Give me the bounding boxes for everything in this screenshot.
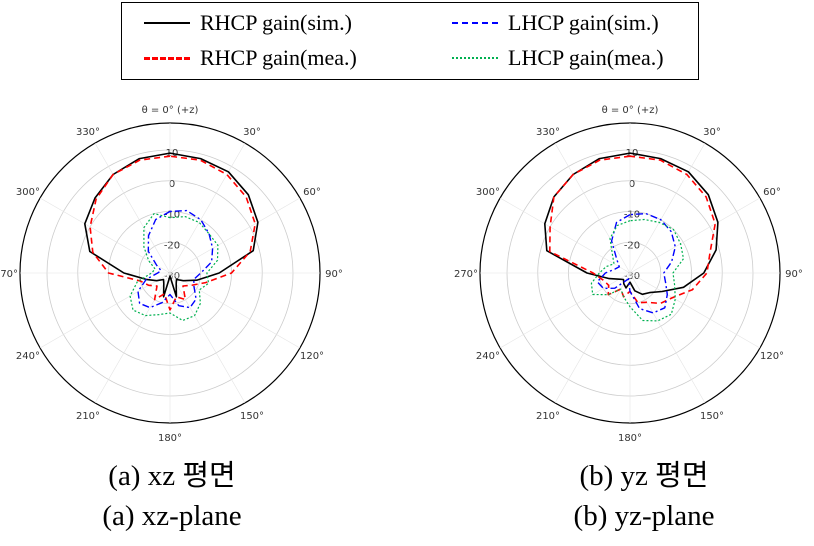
angular-gridline: [629, 197, 761, 274]
caption-a-english: (a) xz-plane: [102, 500, 242, 532]
legend-item-lhcp-mea: LHCP gain(mea.): [452, 45, 664, 71]
angle-tick-label: 180°: [158, 433, 182, 444]
caption-b-korean: (b) yz 평면: [579, 460, 709, 492]
radial-tick-label: 0: [629, 179, 635, 190]
angular-gridline: [169, 272, 301, 349]
angle-tick-label: 150°: [700, 411, 724, 422]
angle-tick-label: 120°: [300, 351, 324, 362]
series-rhcp-gain-sim--: [544, 152, 719, 296]
angle-tick-label: 270°: [454, 269, 478, 280]
series-lhcp-gain-mea--: [129, 213, 219, 322]
angular-gridline: [629, 272, 761, 349]
angular-gridline: [39, 197, 171, 274]
angle-tick-label: 150°: [240, 411, 264, 422]
legend-swatch: [452, 22, 498, 24]
legend-label: LHCP gain(sim.): [508, 10, 659, 35]
polar-chart-xz: 100-10-20-30θ = 0° (+z)330°300°270°240°2…: [0, 105, 343, 444]
legend: RHCP gain(sim.) LHCP gain(sim.) RHCP gai…: [121, 2, 699, 80]
angle-tick-label: 240°: [16, 351, 40, 362]
angle-tick-label: 210°: [536, 411, 560, 422]
angle-tick-label: 90°: [325, 269, 343, 280]
radial-tick-label: 0: [169, 179, 175, 190]
angular-gridline: [629, 142, 706, 274]
angle-tick-label: 60°: [303, 187, 321, 198]
angular-gridline: [94, 142, 171, 274]
radial-tick-label: -10: [164, 210, 180, 221]
angle-tick-label: 30°: [243, 127, 261, 138]
angle-tick-label: 60°: [763, 187, 781, 198]
legend-swatch: [144, 56, 190, 60]
polar-chart-yz: 100-10-20-30θ = 0° (+z)330°300°270°240°2…: [454, 105, 803, 444]
angular-gridline: [169, 272, 246, 404]
legend-item-rhcp-mea: RHCP gain(mea.): [144, 45, 357, 71]
angular-gridline: [39, 272, 171, 349]
radial-tick-label: -20: [164, 240, 180, 251]
series-rhcp-gain-sim--: [84, 152, 259, 298]
angle-tick-label: 210°: [76, 411, 100, 422]
angular-gridline: [499, 272, 631, 349]
angle-tick-label: 270°: [0, 269, 18, 280]
angle-tick-label: 180°: [618, 433, 642, 444]
angular-gridline: [94, 272, 171, 404]
angular-gridline: [554, 142, 631, 274]
legend-item-rhcp-sim: RHCP gain(sim.): [144, 10, 352, 36]
legend-swatch: [452, 57, 498, 59]
angle-tick-label: 240°: [476, 351, 500, 362]
series-lhcp-gain-mea--: [590, 218, 685, 322]
series-lhcp-gain-sim--: [137, 209, 214, 309]
angle-tick-label: 30°: [703, 127, 721, 138]
polar-plot-xz: 100-10-20-30θ = 0° (+z)330°300°270°240°2…: [0, 98, 343, 444]
angle-tick-label: θ = 0° (+z): [602, 105, 659, 116]
angular-gridline: [169, 197, 301, 274]
angle-tick-label: θ = 0° (+z): [142, 105, 199, 116]
series-lhcp-gain-sim--: [596, 212, 676, 314]
angle-tick-label: 330°: [536, 127, 560, 138]
angle-tick-label: 90°: [785, 269, 803, 280]
legend-label: LHCP gain(mea.): [508, 45, 664, 70]
polar-plot-yz: 100-10-20-30θ = 0° (+z)330°300°270°240°2…: [454, 98, 803, 444]
angle-tick-label: 120°: [760, 351, 784, 362]
legend-swatch: [144, 22, 190, 24]
angle-tick-label: 300°: [476, 187, 500, 198]
angle-tick-label: 300°: [16, 187, 40, 198]
angular-gridline: [169, 142, 246, 274]
legend-label: RHCP gain(sim.): [200, 10, 352, 35]
series-rhcp-gain-mea--: [89, 155, 256, 311]
angular-gridline: [554, 272, 631, 404]
legend-label: RHCP gain(mea.): [200, 45, 357, 70]
caption-b-english: (b) yz-plane: [573, 500, 715, 532]
angle-tick-label: 330°: [76, 127, 100, 138]
legend-item-lhcp-sim: LHCP gain(sim.): [452, 10, 659, 36]
caption-a-korean: (a) xz 평면: [108, 460, 236, 492]
angular-gridline: [499, 197, 631, 274]
radial-tick-label: -20: [624, 240, 640, 251]
